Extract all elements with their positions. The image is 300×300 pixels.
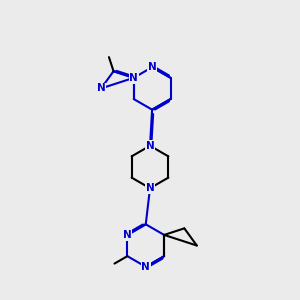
- Text: N: N: [146, 141, 154, 151]
- Text: N: N: [148, 62, 157, 72]
- Text: N: N: [146, 183, 154, 193]
- Text: N: N: [123, 230, 132, 240]
- Text: N: N: [97, 83, 105, 93]
- Text: N: N: [141, 262, 150, 272]
- Text: N: N: [129, 73, 138, 83]
